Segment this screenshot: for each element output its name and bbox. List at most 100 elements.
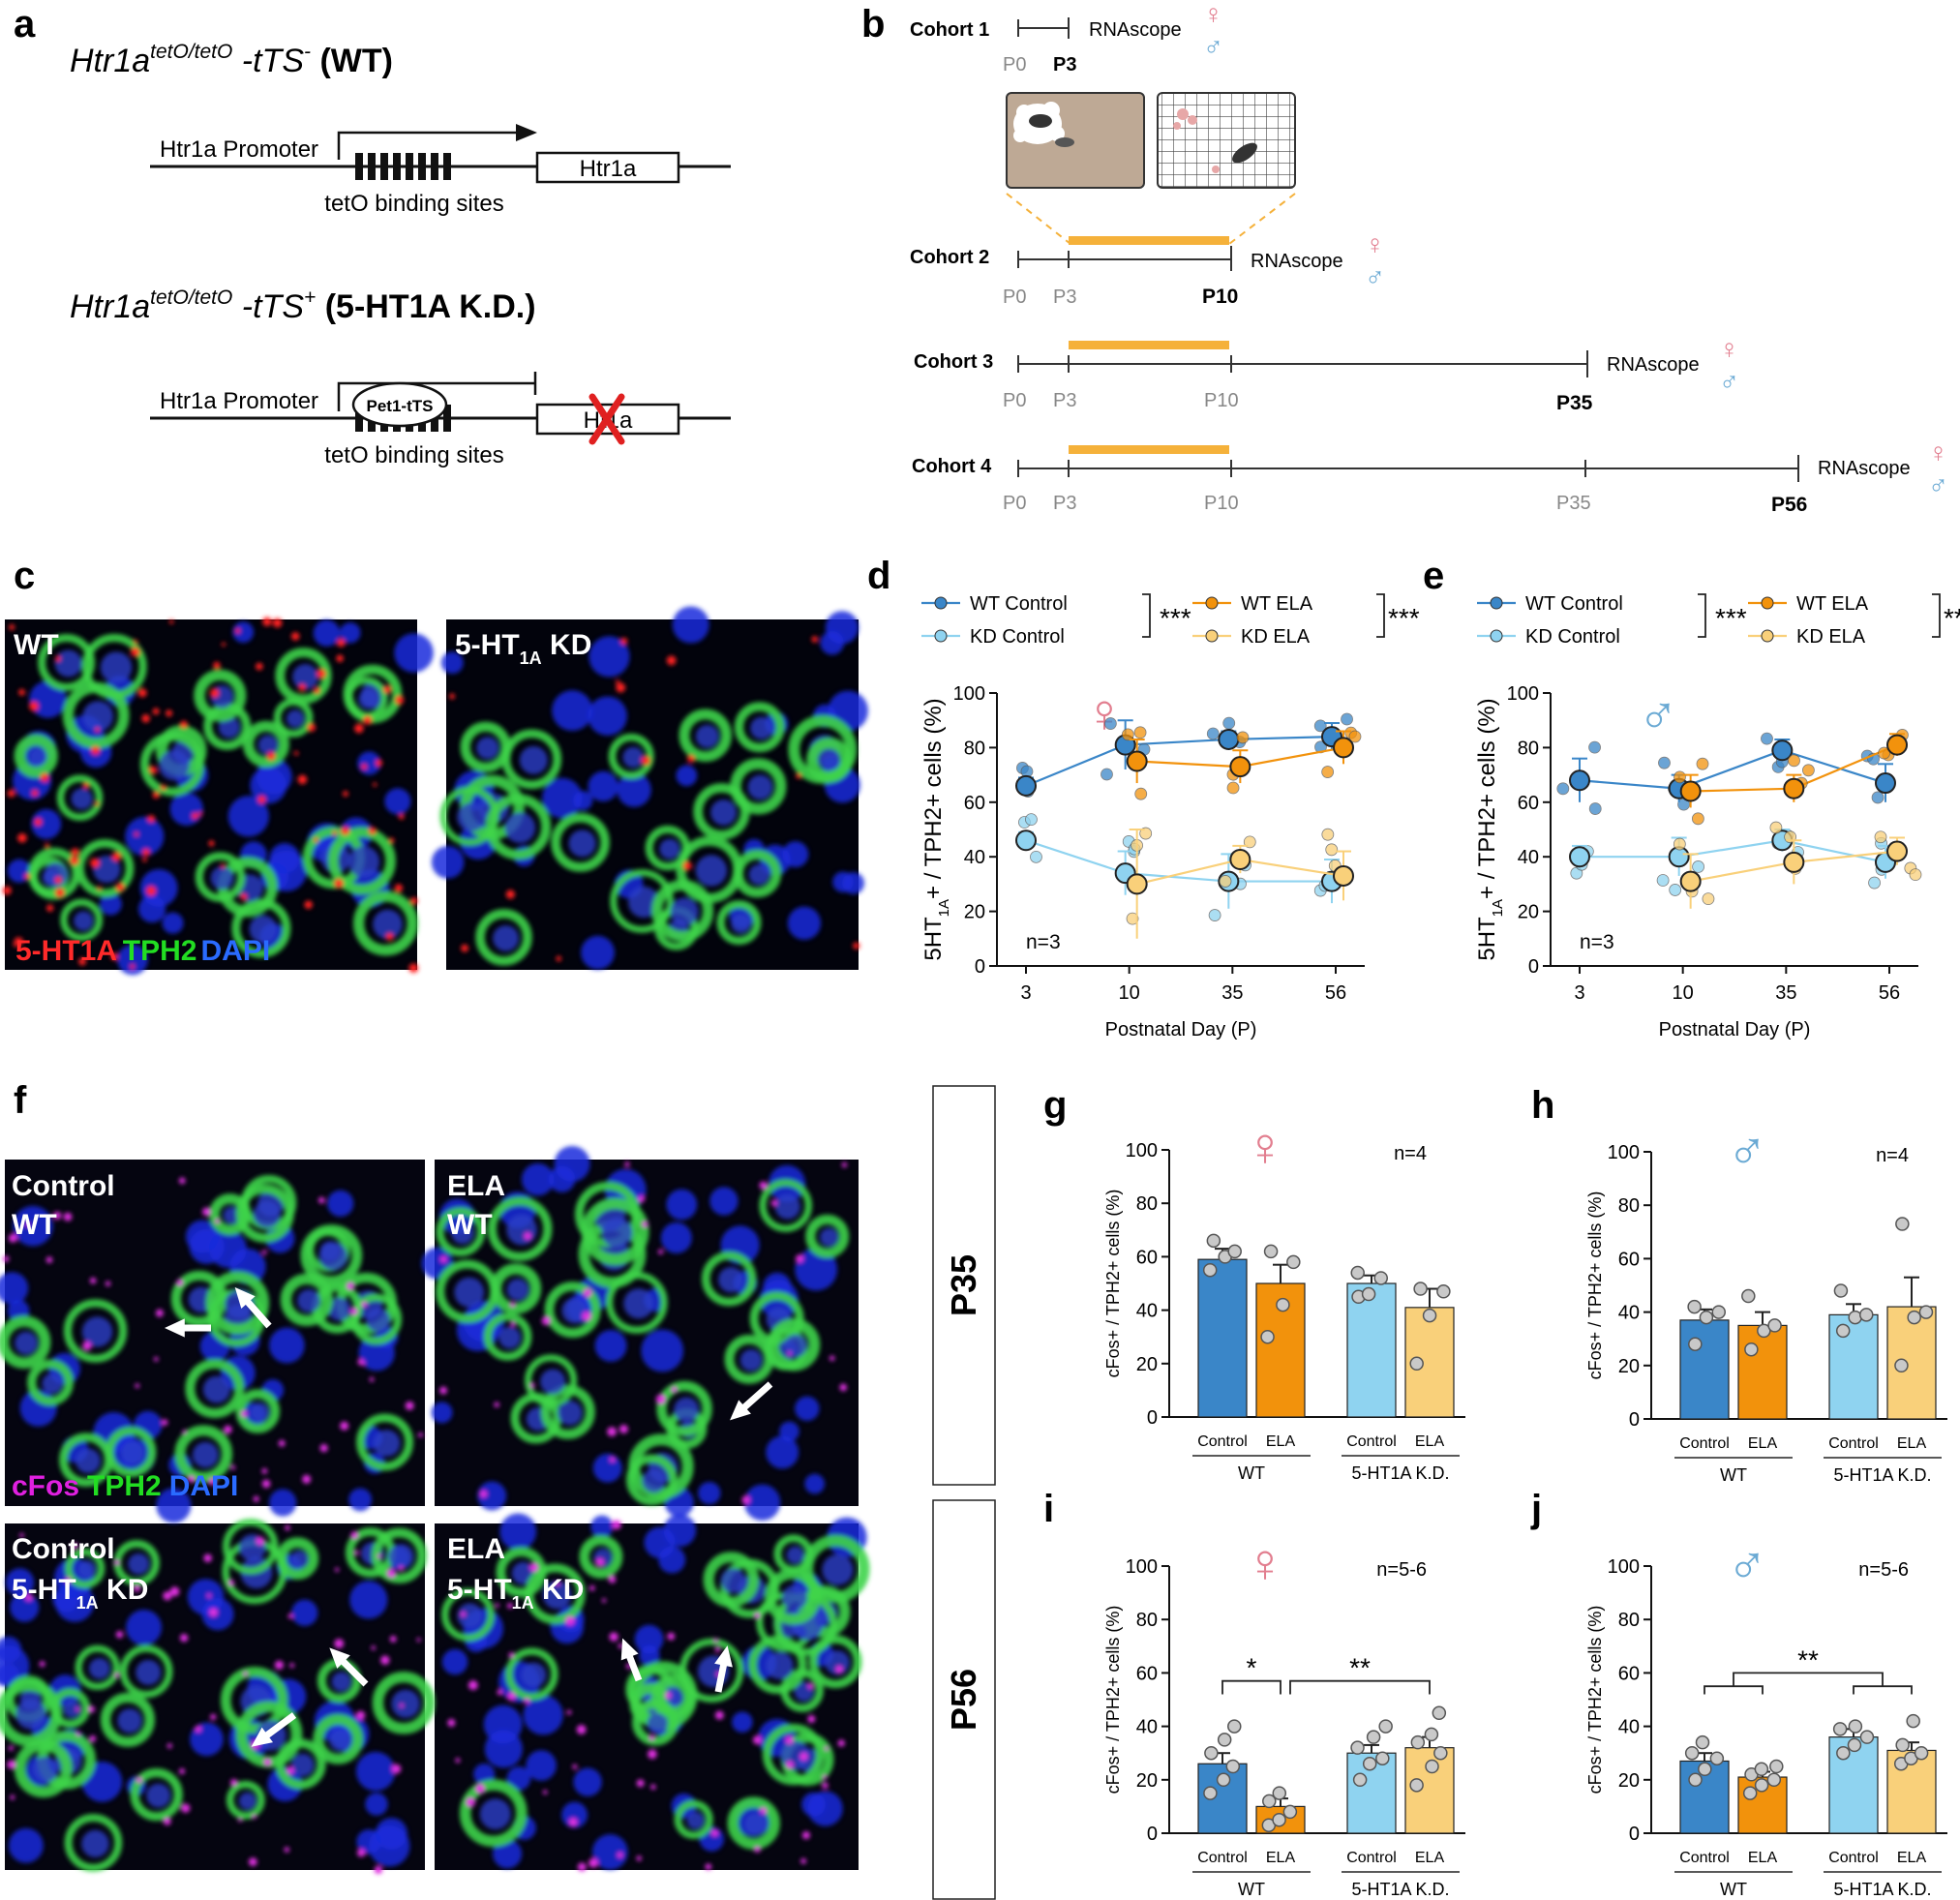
signal-dot	[134, 1584, 141, 1592]
y-tick-label: 100	[953, 683, 985, 705]
cohort-1-p3: P3	[1053, 54, 1076, 75]
cell-nucleus	[695, 724, 719, 748]
signal-dot	[25, 1593, 33, 1602]
signal-dot	[188, 1475, 196, 1483]
signal-dot	[137, 688, 147, 698]
group-label: 5-HT1A K.D.	[1351, 1880, 1449, 1899]
signal-dot	[287, 1613, 293, 1619]
tph2-cell	[185, 1359, 245, 1419]
data-point	[1216, 1772, 1231, 1788]
male-icon: ♂	[1727, 1118, 1767, 1179]
y-tick-label: 0	[1629, 1824, 1640, 1845]
tph2-cell	[195, 852, 246, 902]
legend-swatch-marker	[1490, 596, 1503, 610]
legend-entry: WT Control	[1525, 593, 1623, 615]
mean-marker	[1875, 772, 1896, 795]
cohort-3-label: Cohort 3	[914, 351, 993, 373]
data-point	[1413, 1282, 1428, 1296]
x-axis-label: Postnatal Day (P)	[1659, 1019, 1811, 1040]
data-point	[1702, 892, 1715, 906]
signal-dot	[565, 1615, 575, 1626]
signal-dot	[508, 1652, 515, 1658]
signal-dot	[337, 638, 346, 648]
significance-marker: ***	[1160, 603, 1191, 633]
signal-dot	[7, 1760, 16, 1769]
category-label: Control	[1197, 1433, 1248, 1450]
data-point	[1321, 766, 1335, 778]
signal-dot	[650, 1784, 656, 1790]
tph2-cell	[487, 1196, 553, 1261]
signal-dot	[52, 1211, 62, 1221]
signal-dot	[91, 745, 101, 755]
y-tick-label: 40	[964, 847, 985, 868]
signal-dot	[179, 1767, 186, 1775]
signal-dot	[152, 792, 160, 799]
signal-dot	[361, 1301, 368, 1308]
signal-dot	[588, 1857, 599, 1868]
data-point	[1698, 1762, 1712, 1777]
nucleus	[31, 808, 62, 839]
signal-dot	[524, 1232, 532, 1241]
signal-dot	[7, 789, 15, 798]
y-tick-label: 100	[1126, 1140, 1158, 1161]
nucleus	[358, 1335, 395, 1372]
chart-panel-h: 0 20 40 60 80 100 cFos+ / TPH2+ cells (%) n=4 ♂ C…	[1585, 1118, 1947, 1485]
tph2-cell	[14, 1739, 73, 1798]
signal-dot	[595, 1557, 605, 1567]
signal-dot	[664, 1692, 672, 1699]
cohort-1-female-icon: ♀	[1203, 0, 1223, 29]
tph2-cell	[490, 1263, 542, 1314]
data-point	[1286, 1254, 1301, 1270]
cell-nucleus	[63, 1700, 81, 1718]
signal-dot	[18, 688, 25, 696]
arrow-head-icon	[620, 1638, 639, 1661]
signal-dot	[800, 1857, 807, 1864]
nucleus	[269, 1327, 305, 1364]
signal-dot	[687, 755, 695, 763]
data-point	[1658, 756, 1671, 769]
tph2-cell	[275, 1738, 326, 1790]
signal-dot	[141, 713, 150, 723]
y-tick-label: 0	[1528, 956, 1539, 978]
signal-dot	[8, 1745, 14, 1751]
signal-dot	[667, 1632, 676, 1641]
signal-dot	[354, 1550, 359, 1555]
y-axis-label: cFos+ / TPH2+ cells (%)	[1103, 1190, 1123, 1378]
cohort-4-p10: P10	[1204, 493, 1239, 514]
tph2-cell	[353, 890, 418, 956]
nucleus	[291, 1599, 318, 1626]
tph2-cell	[540, 1384, 595, 1439]
significance-marker: *	[1247, 1653, 1257, 1683]
cell-nucleus	[695, 855, 728, 887]
data-point	[1025, 813, 1038, 827]
signal-dot	[161, 1419, 168, 1426]
signal-dot	[45, 843, 49, 848]
data-point	[1757, 1323, 1771, 1339]
x-tick-label: 56	[1879, 982, 1900, 1004]
panel-letter-e: e	[1423, 555, 1444, 597]
cell-nucleus	[136, 1659, 162, 1685]
signal-dot	[243, 1672, 248, 1676]
cell-nucleus	[318, 1242, 347, 1271]
nucleus	[55, 1583, 95, 1622]
signal-dot	[256, 1536, 265, 1546]
y-tick-label: 40	[1618, 1717, 1640, 1738]
cell-nucleus	[347, 846, 380, 878]
cohort-1-male-icon: ♂	[1203, 32, 1223, 62]
cell-nucleus	[766, 1651, 794, 1680]
chart-panel-i: 0 20 40 60 80 100 cFos+ / TPH2+ cells (%) n=5-6…	[1103, 1532, 1465, 1899]
nucleus	[588, 696, 627, 736]
tph2-cell	[656, 1380, 712, 1437]
cell-nucleus	[479, 1798, 511, 1830]
micrograph-control-wt-label-2: WT	[12, 1209, 57, 1241]
signal-dot	[505, 890, 516, 899]
signal-dot	[374, 1865, 383, 1875]
data-point	[1669, 884, 1682, 896]
signal-dot	[409, 896, 418, 905]
chart-panel-g: 0 20 40 60 80 100 cFos+ / TPH2+ cells (%) n=4 ♀ C…	[1103, 1116, 1465, 1483]
age-label-boxes: P35 P56	[932, 1085, 996, 1900]
nucleus	[639, 1644, 660, 1667]
signal-dot	[618, 1424, 628, 1433]
data-point	[1766, 1772, 1782, 1788]
cell-nucleus	[506, 1214, 537, 1246]
